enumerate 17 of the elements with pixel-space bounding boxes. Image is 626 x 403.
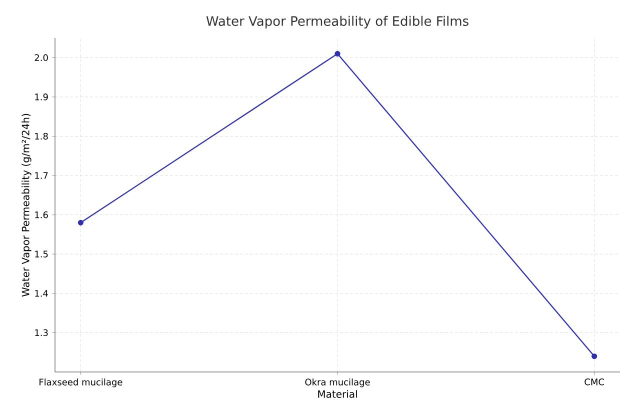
y-tick-label: 1.7 [35,172,48,179]
y-tick-label: 1.9 [35,94,48,100]
x-tick-label: CMC [584,378,604,386]
x-tick-label: Flaxseed mucilage [40,378,122,388]
y-tick-label: 1.3 [35,329,48,336]
y-tick-label: 1.5 [35,250,48,258]
point [78,220,84,226]
point [334,50,340,57]
y-tick-label: 2.0 [34,54,48,62]
x-tick-label: Okra mucilage [305,378,370,388]
chart-title: Water Vapor Permeability of Edible Films [206,16,468,28]
y-tick-label: 1.8 [35,132,48,140]
y-axis-title: Water Vapor Permeability (g/m²/24h) [22,114,32,297]
point [592,353,598,360]
y-tick-label: 1.6 [35,211,48,218]
y-tick-label: 1.4 [35,290,48,297]
x-axis-title: Material [318,390,357,398]
